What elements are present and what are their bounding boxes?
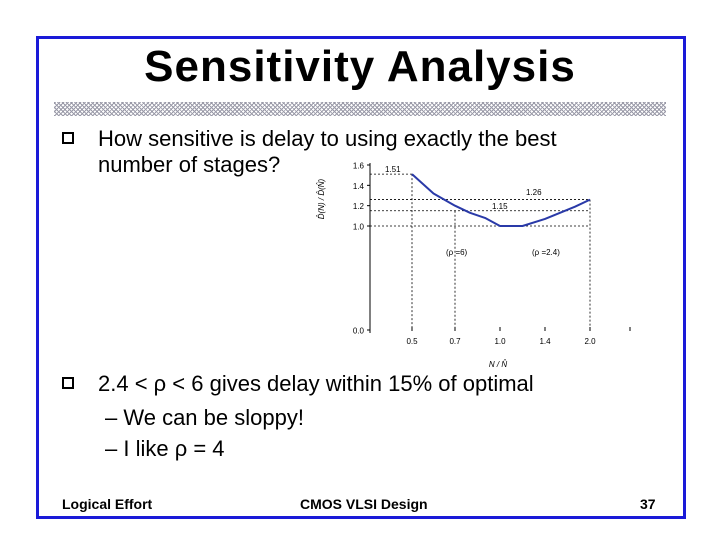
page-number: 37	[640, 496, 656, 512]
x-tick-label: 1.4	[539, 337, 551, 346]
y-tick-label: 1.6	[353, 162, 365, 171]
annotation-1.26: 1.26	[526, 188, 542, 197]
y-tick-label: 0.0	[353, 327, 365, 336]
x-tick-label: 0.7	[449, 337, 461, 346]
bullet-question: How sensitive is delay to using exactly …	[98, 126, 557, 151]
annotation-rho-6: (ρ =6)	[446, 248, 468, 257]
sub-bullet-sloppy: – We can be sloppy!	[105, 405, 304, 430]
y-tick-label: 1.4	[353, 182, 365, 191]
slide-frame	[36, 36, 686, 519]
bullet-question-cont: number of stages?	[98, 152, 281, 177]
y-tick-label: 1.0	[353, 223, 365, 232]
x-tick-label: 0.5	[406, 337, 418, 346]
checkbox-bullet-icon	[62, 132, 74, 144]
y-tick-label: 1.2	[353, 202, 365, 211]
y-axis-label: D̂(N) / D̂(N̂)	[317, 178, 326, 219]
annotation-1.51: 1.51	[385, 165, 401, 174]
footer-left: Logical Effort	[62, 496, 153, 512]
annotation-1.15: 1.15	[492, 202, 508, 211]
delay-curve	[411, 173, 591, 227]
sub-bullet-rho: – I like ρ = 4	[105, 436, 225, 461]
x-axis-label: N / N̂	[489, 360, 507, 369]
annotation-rho-2.4: (ρ =2.4)	[532, 248, 560, 257]
x-tick-label: 1.0	[494, 337, 506, 346]
checkbox-bullet-icon-2	[62, 377, 74, 389]
slide-title: Sensitivity Analysis	[144, 42, 576, 91]
footer-center: CMOS VLSI Design	[300, 496, 428, 512]
x-tick-label: 2.0	[584, 337, 596, 346]
title-divider	[54, 102, 666, 116]
sensitivity-chart: 0.0 1.0 1.2 1.4 1.6 0.5 0.7 1.0 1.4 2.0 1.51 1.26 1.…	[317, 162, 631, 369]
bullet-rho-range: 2.4 < ρ < 6 gives delay within 15% of op…	[98, 371, 534, 396]
